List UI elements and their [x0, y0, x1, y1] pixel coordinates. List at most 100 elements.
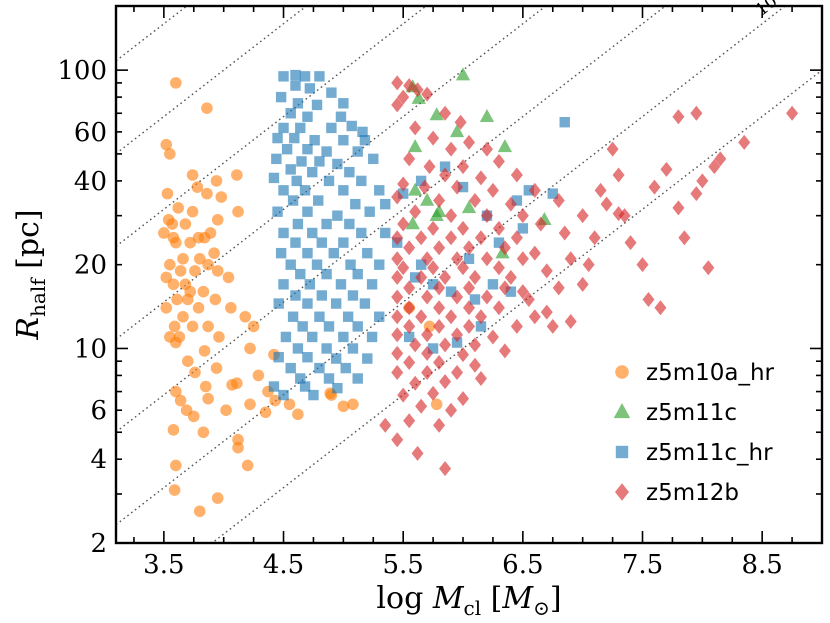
- data-point-z5m10a_hr: [211, 492, 224, 504]
- data-point-z5m12b: [391, 309, 404, 325]
- data-point-z5m11c_hr: [332, 158, 343, 170]
- data-point-z5m12b: [468, 193, 481, 209]
- data-point-z5m11c_hr: [321, 343, 332, 354]
- data-point-z5m11c_hr: [302, 247, 313, 259]
- axis-titles: log Mcl [M⊙] Rhalf [pc]: [11, 209, 562, 620]
- data-point-z5m11c_hr: [335, 279, 347, 290]
- data-point-z5m12b: [421, 86, 434, 102]
- data-point-z5m11c_hr: [352, 373, 363, 384]
- data-point-z5m12b: [427, 130, 440, 146]
- data-point-z5m11c_hr: [292, 218, 304, 230]
- data-point-z5m12b: [492, 153, 505, 169]
- data-point-z5m12b: [391, 97, 404, 113]
- data-point-z5m11c_hr: [272, 132, 283, 144]
- data-point-z5m11c_hr: [403, 331, 415, 343]
- data-point-z5m11c_hr: [281, 143, 293, 155]
- legend: z5m10a_hr z5m11c z5m11c_hr z5m12b: [613, 360, 775, 506]
- data-point-z5m12b: [397, 216, 410, 232]
- data-point-z5m11c_hr: [517, 223, 529, 234]
- data-point-z5m11c_hr: [463, 253, 475, 264]
- data-point-z5m12b: [391, 189, 404, 205]
- data-point-z5m10a_hr: [337, 400, 350, 413]
- data-point-z5m11c_hr: [313, 195, 324, 206]
- data-point-z5m10a_hr: [211, 265, 224, 277]
- data-point-z5m10a_hr: [202, 258, 214, 271]
- data-point-z5m12b: [636, 257, 649, 273]
- data-point-z5m10a_hr: [201, 102, 213, 114]
- data-point-z5m10a_hr: [174, 394, 187, 407]
- data-point-z5m12b: [463, 134, 475, 150]
- data-point-z5m12b: [439, 269, 452, 285]
- density-line: [116, 6, 188, 62]
- data-point-z5m12b: [576, 276, 589, 292]
- data-point-z5m12b: [391, 75, 404, 91]
- data-point-z5m10a_hr: [202, 320, 214, 333]
- data-point-z5m10a_hr: [161, 187, 174, 200]
- data-point-z5m12b: [468, 337, 481, 353]
- data-point-z5m12b: [433, 417, 446, 433]
- data-point-z5m10a_hr: [220, 404, 232, 417]
- data-point-z5m11c_hr: [275, 91, 287, 103]
- data-point-z5m11c_hr: [323, 373, 335, 384]
- data-point-z5m12b: [786, 105, 799, 121]
- data-point-z5m12b: [498, 343, 511, 359]
- data-point-z5m11c_hr: [475, 321, 487, 332]
- data-point-z5m12b: [463, 280, 475, 296]
- data-point-z5m12b: [427, 220, 440, 236]
- data-point-z5m12b: [612, 206, 625, 222]
- series-z5m10a_hr: [158, 77, 443, 518]
- data-point-z5m12b: [423, 159, 436, 175]
- data-point-z5m11c_hr: [347, 290, 359, 301]
- data-point-z5m11c_hr: [278, 71, 289, 82]
- data-point-z5m11c_hr: [314, 362, 325, 374]
- data-point-z5m12b: [612, 167, 625, 183]
- data-point-z5m10a_hr: [239, 310, 252, 323]
- data-point-z5m11c_hr: [295, 268, 306, 280]
- data-point-z5m11c_hr: [309, 135, 320, 146]
- data-point-z5m10a_hr: [222, 271, 235, 284]
- y-tick-label: 100: [57, 56, 107, 86]
- data-point-z5m11c_hr: [352, 321, 363, 332]
- y-tick-label: 10: [74, 334, 107, 364]
- data-point-z5m10a_hr: [191, 181, 204, 193]
- data-point-z5m12b: [702, 260, 715, 276]
- data-point-z5m10a_hr: [174, 265, 187, 277]
- data-point-z5m11c_hr: [493, 237, 505, 248]
- data-point-z5m12b: [415, 309, 428, 325]
- data-point-z5m10a_hr: [170, 385, 182, 398]
- data-point-z5m12b: [660, 161, 673, 177]
- data-point-z5m11c_hr: [439, 161, 451, 172]
- data-point-z5m12b: [403, 151, 416, 167]
- y-tick-label: 6: [90, 396, 107, 426]
- data-point-z5m12b: [391, 364, 404, 380]
- data-point-z5m10a_hr: [211, 213, 224, 226]
- data-point-z5m12b: [516, 284, 529, 300]
- data-point-z5m12b: [510, 167, 523, 183]
- y-tick-label: 4: [90, 445, 107, 475]
- data-point-z5m12b: [690, 186, 703, 202]
- data-point-z5m12b: [552, 280, 565, 296]
- density-line: [116, 6, 547, 340]
- x-tick-label: 6.5: [502, 550, 543, 580]
- data-markers: [158, 67, 799, 518]
- data-point-z5m11c_hr: [505, 286, 517, 297]
- data-point-z5m12b: [403, 413, 416, 429]
- data-point-z5m10a_hr: [168, 320, 181, 333]
- y-axis-title: Rhalf [pc]: [11, 209, 50, 340]
- data-point-z5m12b: [474, 170, 487, 186]
- data-point-z5m10a_hr: [186, 169, 199, 181]
- data-point-z5m11c_hr: [302, 298, 313, 309]
- data-point-z5m11c_hr: [296, 156, 307, 167]
- data-point-z5m11c_hr: [290, 237, 301, 248]
- x-tick-label: 3.5: [143, 550, 184, 580]
- data-point-z5m12b: [714, 151, 727, 167]
- legend-marker: [615, 445, 629, 459]
- data-point-z5m12b: [379, 417, 392, 433]
- data-point-z5m11c_hr: [330, 298, 342, 309]
- data-point-z5m10a_hr: [210, 362, 223, 374]
- data-point-z5m11c_hr: [345, 259, 356, 270]
- data-point-z5m12b: [594, 182, 607, 198]
- data-point-z5m12b: [576, 208, 589, 224]
- data-point-z5m10a_hr: [193, 252, 206, 265]
